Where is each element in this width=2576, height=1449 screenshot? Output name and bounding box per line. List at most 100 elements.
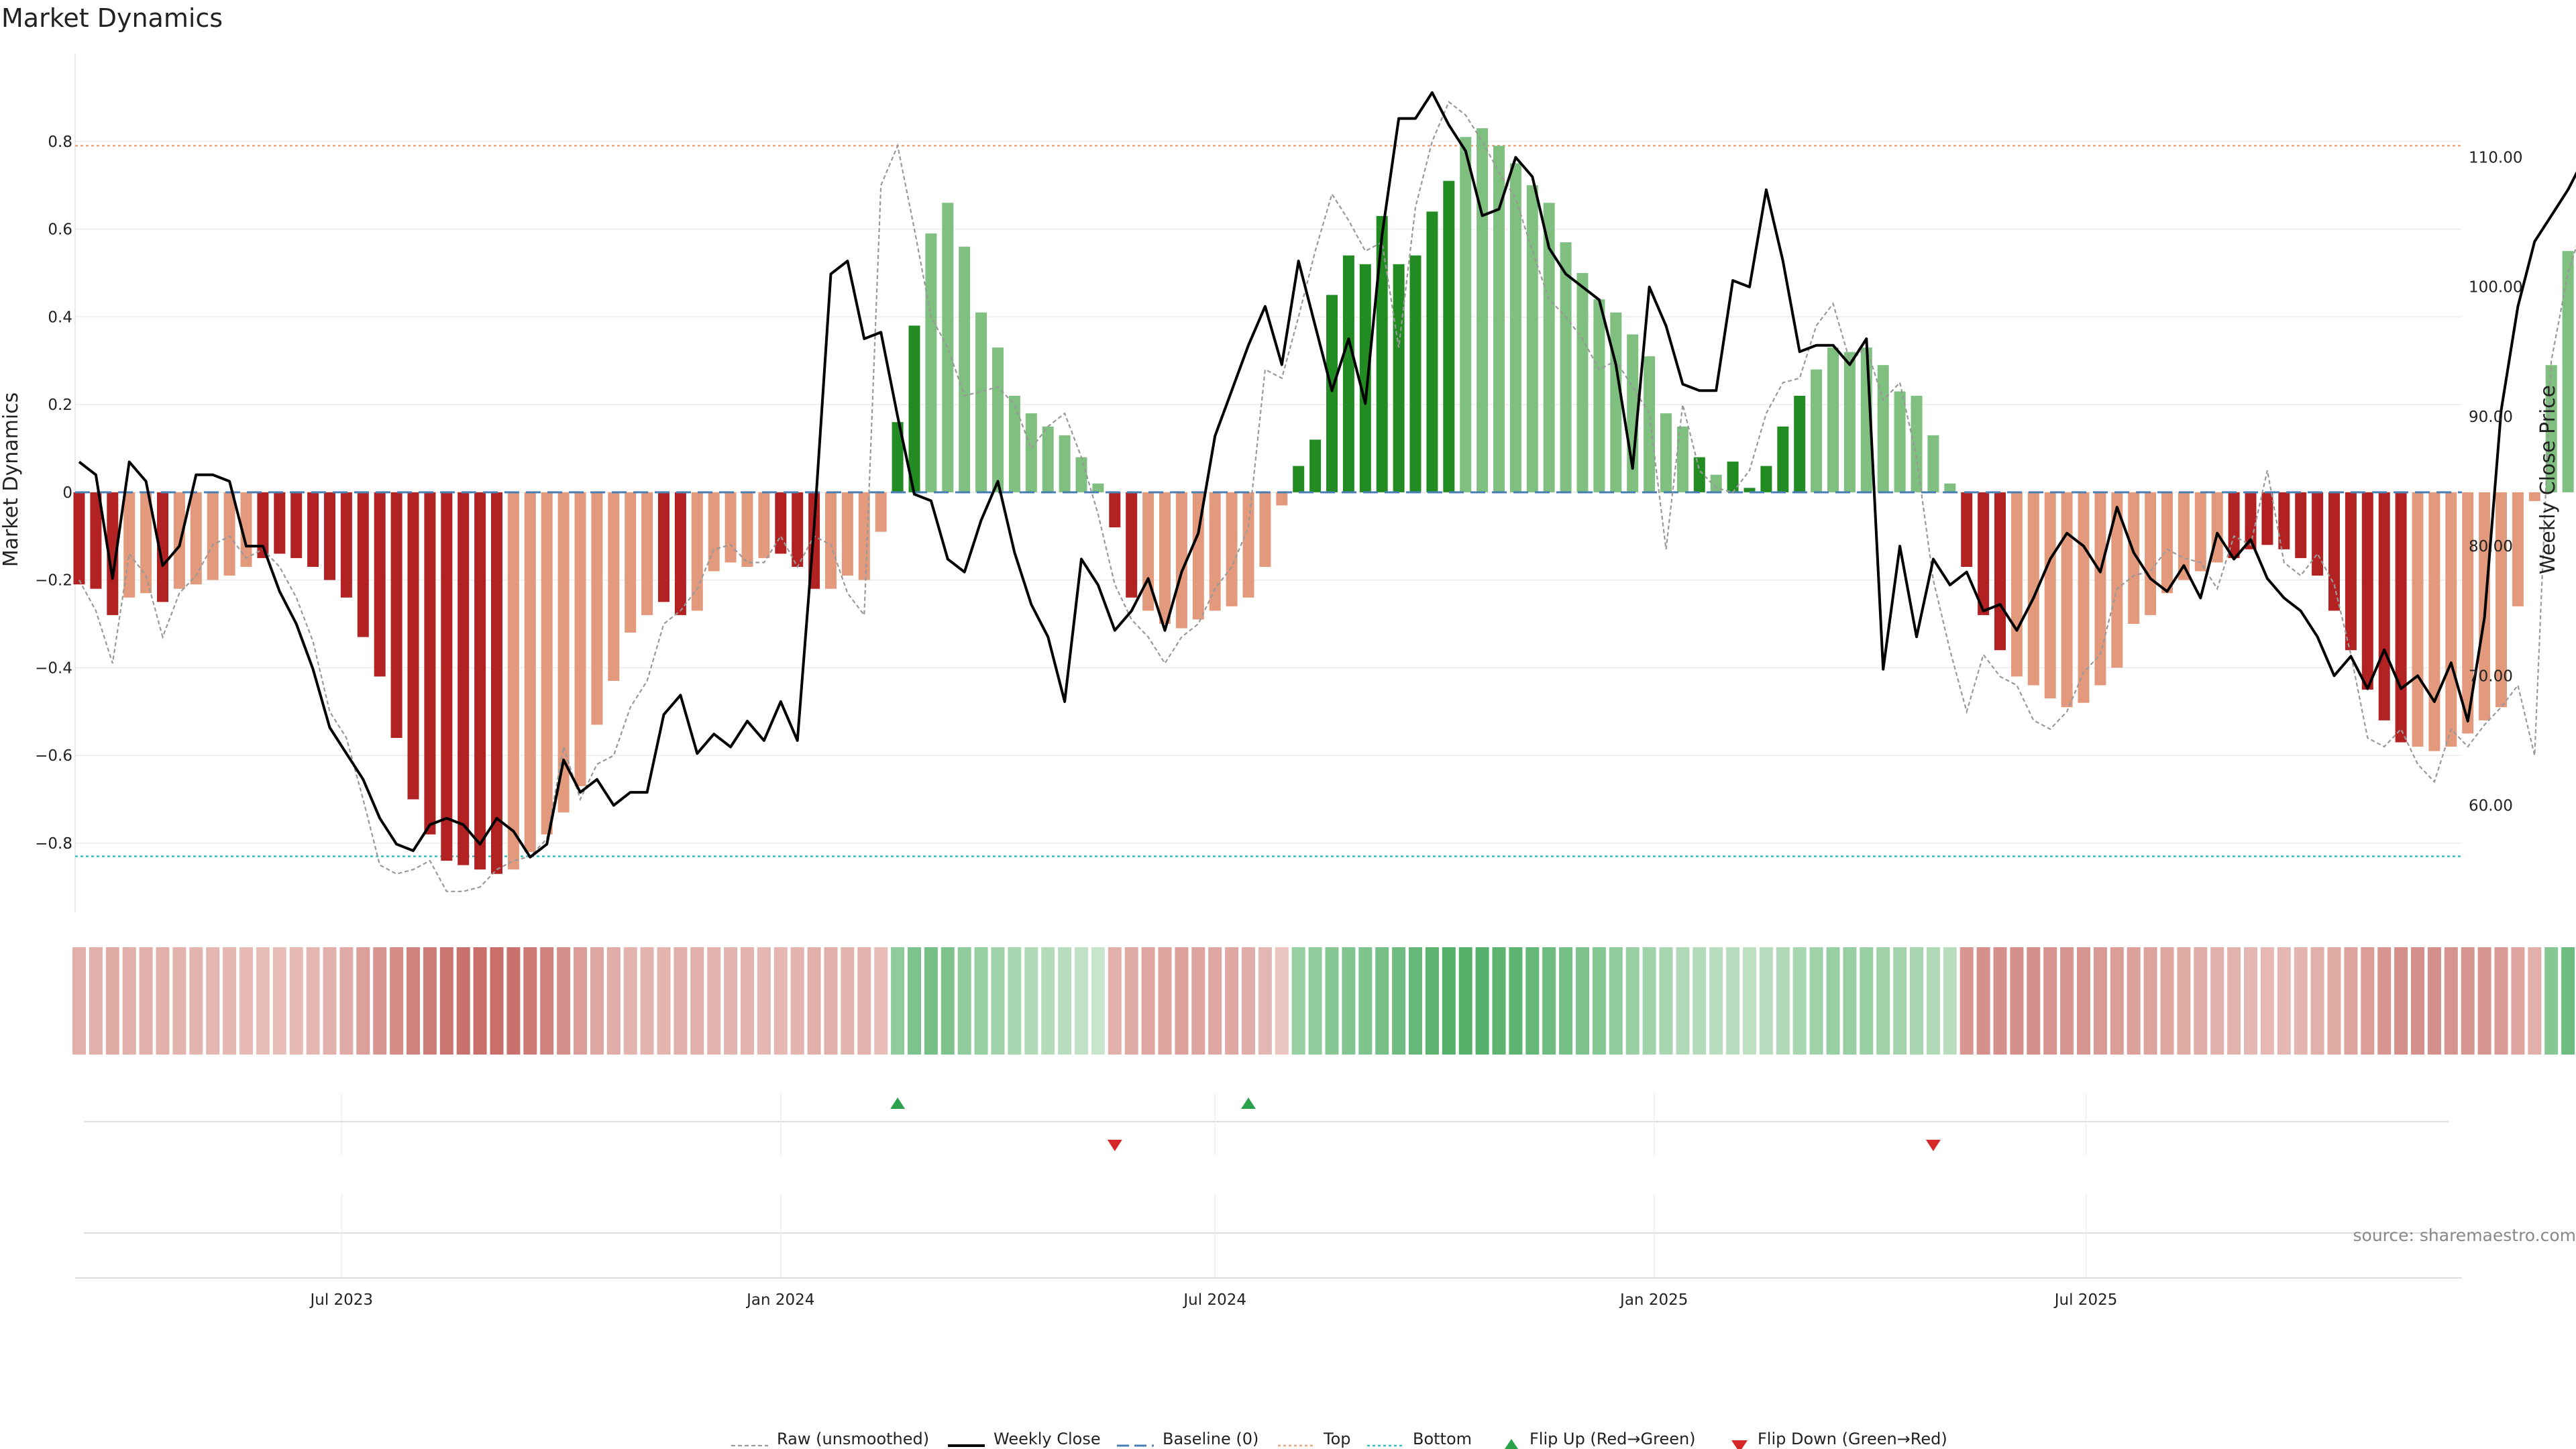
dynamics-bar bbox=[290, 492, 303, 558]
dynamics-bar bbox=[875, 492, 887, 532]
dynamics-bar bbox=[1443, 180, 1455, 492]
heat-cell bbox=[1709, 947, 1723, 1055]
flip-up-marker bbox=[1241, 1097, 1256, 1109]
heat-cell bbox=[1291, 947, 1305, 1055]
dynamics-bar bbox=[2161, 492, 2173, 594]
heat-cell bbox=[1158, 947, 1172, 1055]
heat-cell bbox=[1926, 947, 1940, 1055]
dynamics-bar bbox=[541, 492, 553, 835]
heat-cell bbox=[206, 947, 220, 1055]
dynamics-bar bbox=[925, 233, 937, 492]
dynamics-bar bbox=[474, 492, 486, 870]
dynamics-bar bbox=[1359, 264, 1371, 492]
dynamics-bar bbox=[975, 312, 987, 492]
dynamics-bar bbox=[2278, 492, 2290, 549]
heat-cell bbox=[1826, 947, 1840, 1055]
heat-cell bbox=[506, 947, 521, 1055]
x-tick-label: Jul 2025 bbox=[2053, 1291, 2118, 1309]
dynamics-bar bbox=[908, 325, 920, 492]
heat-cell bbox=[1542, 947, 1556, 1055]
dynamics-bar bbox=[2061, 492, 2073, 708]
heat-strip bbox=[72, 947, 2575, 1055]
legend-label: Top bbox=[1323, 1430, 1351, 1448]
heat-cell bbox=[1592, 947, 1606, 1055]
dynamics-bar bbox=[240, 492, 252, 567]
heat-cell bbox=[574, 947, 587, 1055]
dynamics-bar bbox=[1777, 426, 1789, 492]
dynamics-bar bbox=[625, 492, 637, 633]
dynamics-bar bbox=[507, 492, 519, 870]
heat-cell bbox=[2260, 947, 2274, 1055]
heat-cell bbox=[407, 947, 420, 1055]
right-tick-label: 70.00 bbox=[2469, 667, 2513, 685]
heat-cell bbox=[540, 947, 554, 1055]
heat-cell bbox=[1041, 947, 1055, 1055]
heat-cell bbox=[857, 947, 871, 1055]
dynamics-bar bbox=[1493, 146, 1505, 492]
heat-cell bbox=[2143, 947, 2157, 1055]
dynamics-bar bbox=[574, 492, 586, 786]
left-tick-label: 0 bbox=[62, 484, 72, 502]
heat-cell bbox=[1342, 947, 1356, 1055]
dynamics-bar bbox=[608, 492, 620, 681]
heat-cell bbox=[1860, 947, 1874, 1055]
heat-cell bbox=[824, 947, 838, 1055]
dynamics-bar bbox=[1994, 492, 2006, 651]
dynamics-bar bbox=[1075, 457, 1087, 492]
heat-cell bbox=[1425, 947, 1439, 1055]
dynamics-bar bbox=[1944, 483, 1956, 492]
heat-cell bbox=[1809, 947, 1823, 1055]
heat-cell bbox=[373, 947, 387, 1055]
heat-cell bbox=[1075, 947, 1088, 1055]
heat-cell bbox=[2561, 947, 2575, 1055]
dynamics-bar bbox=[2378, 492, 2390, 720]
heat-cell bbox=[623, 947, 637, 1055]
dynamics-bar bbox=[1576, 272, 1589, 492]
left-tick-label: −0.2 bbox=[35, 572, 72, 590]
heat-cell bbox=[1625, 947, 1640, 1055]
heat-cell bbox=[640, 947, 654, 1055]
heat-cell bbox=[2411, 947, 2424, 1055]
dynamics-bar bbox=[1593, 299, 1605, 492]
dynamics-bar bbox=[157, 492, 168, 602]
heat-cell bbox=[139, 947, 153, 1055]
dynamics-bar bbox=[1660, 413, 1672, 492]
dynamics-bar bbox=[2512, 492, 2524, 606]
dynamics-bar bbox=[1276, 492, 1288, 506]
x-tick-label: Jan 2024 bbox=[745, 1291, 814, 1309]
dynamics-bar bbox=[1460, 137, 1472, 492]
dynamics-bar bbox=[2345, 492, 2357, 651]
dynamics-bar bbox=[1059, 435, 1071, 492]
heat-cell bbox=[1726, 947, 1740, 1055]
heat-cell bbox=[1141, 947, 1155, 1055]
legend-label: Baseline (0) bbox=[1163, 1430, 1258, 1448]
heat-cell bbox=[2194, 947, 2208, 1055]
left-tick-label: −0.6 bbox=[35, 747, 72, 765]
heat-cell bbox=[122, 947, 136, 1055]
heat-cell bbox=[2010, 947, 2024, 1055]
heat-cell bbox=[2544, 947, 2559, 1055]
left-axis-label: Market Dynamics bbox=[0, 392, 23, 568]
dynamics-bar bbox=[1293, 466, 1305, 492]
heat-cell bbox=[2444, 947, 2458, 1055]
heat-cell bbox=[1609, 947, 1623, 1055]
dynamics-bar bbox=[1644, 356, 1656, 492]
dynamics-bar bbox=[2312, 492, 2324, 576]
dynamics-bar bbox=[1710, 474, 1722, 492]
heat-cell bbox=[1893, 947, 1907, 1055]
left-tick-label: −0.8 bbox=[35, 835, 72, 853]
x-tick-label: Jul 2024 bbox=[1182, 1291, 1246, 1309]
lower-panel bbox=[75, 1194, 2462, 1279]
heat-cell bbox=[2043, 947, 2057, 1055]
heat-cell bbox=[924, 947, 938, 1055]
right-tick-label: 110.00 bbox=[2469, 150, 2522, 167]
dynamics-bar bbox=[1393, 264, 1405, 492]
heat-cell bbox=[272, 947, 286, 1055]
dynamics-bar bbox=[90, 492, 102, 589]
heat-cell bbox=[2427, 947, 2441, 1055]
left-tick-label: −0.4 bbox=[35, 659, 72, 677]
legend-label: Bottom bbox=[1413, 1430, 1472, 1448]
dynamics-bar bbox=[641, 492, 653, 615]
dynamics-bar bbox=[1526, 185, 1538, 492]
flip-markers-panel bbox=[84, 1093, 2449, 1155]
